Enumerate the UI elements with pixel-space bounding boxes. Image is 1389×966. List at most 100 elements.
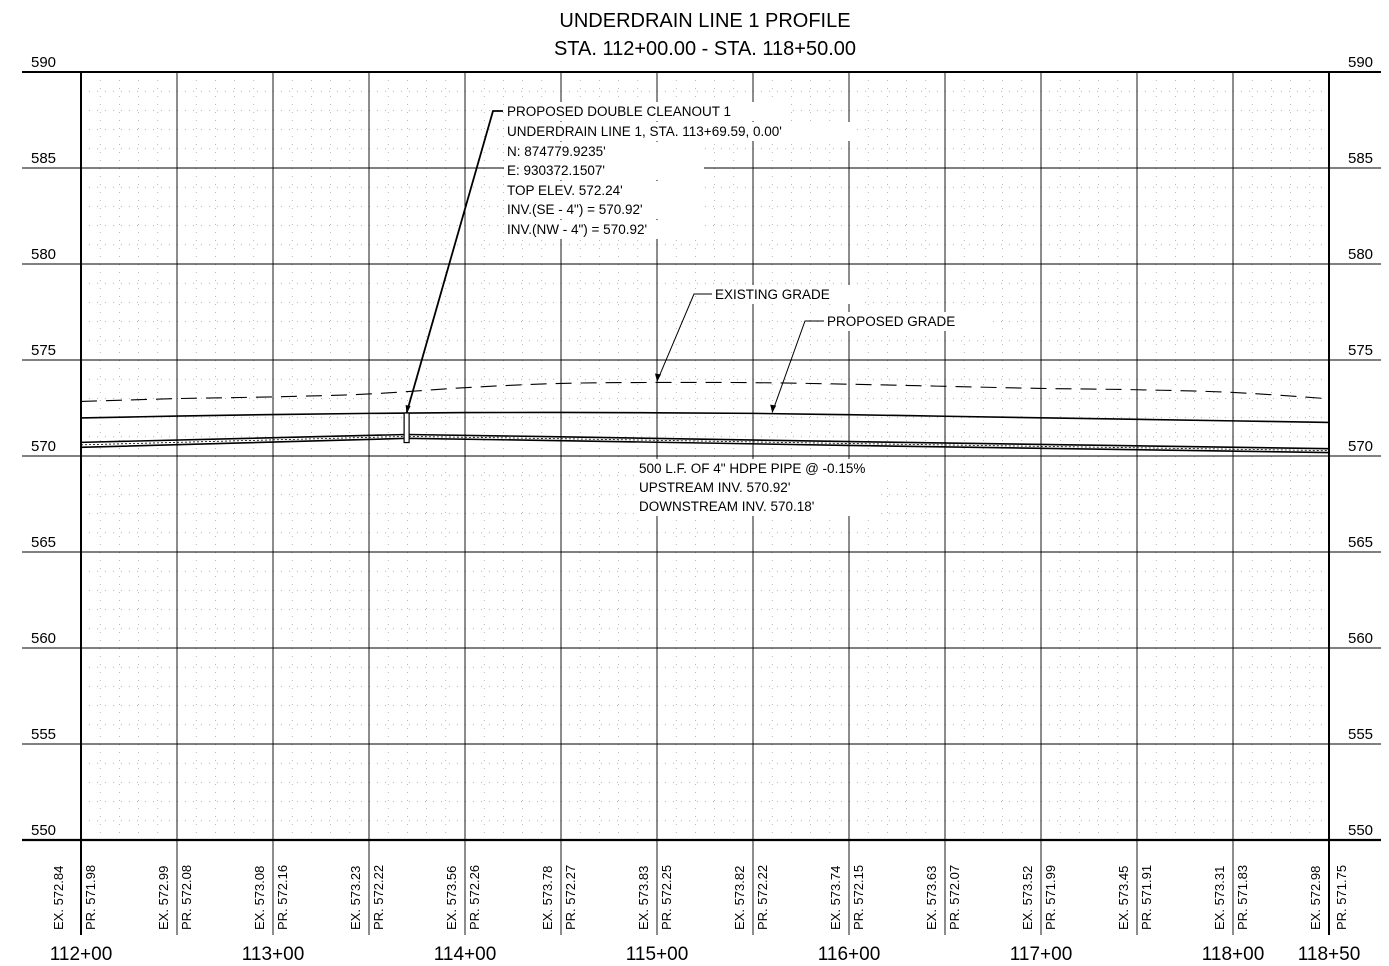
table-proposed-elev: PR. 571.99 <box>1043 865 1058 930</box>
pipe-bottom-line <box>80 437 1330 454</box>
station-label: 114+00 <box>434 944 497 965</box>
table-proposed-elev: PR. 571.91 <box>1139 865 1154 930</box>
elevation-label-right: 580 <box>1348 246 1373 263</box>
existing-grade-label: EXISTING GRADE <box>715 287 830 302</box>
elevation-label-left: 575 <box>31 342 56 359</box>
elevation-label-left: 555 <box>31 726 56 743</box>
table-existing-elev: EX. 573.83 <box>636 866 651 930</box>
annotations: PROPOSED DOUBLE CLEANOUT 1 UNDERDRAIN LIN… <box>405 102 987 516</box>
station-label: 118+50 <box>1298 944 1361 965</box>
proposed-grade-line <box>80 411 1330 424</box>
table-existing-elev: EX. 573.63 <box>924 866 939 930</box>
cleanout-label-line: E: 930372.1507' <box>507 163 605 178</box>
pipe-text-mask <box>637 497 875 516</box>
elevation-label-left: 560 <box>31 630 56 647</box>
existing-grade-arrow <box>655 373 661 382</box>
table-existing-elev: EX. 573.08 <box>252 866 267 930</box>
table-proposed-elev: PR. 571.75 <box>1334 865 1349 930</box>
station-label: 113+00 <box>242 944 305 965</box>
table-existing-elev: EX. 572.84 <box>51 866 66 930</box>
cleanout-text-mask <box>504 200 704 219</box>
cleanout-structure <box>403 412 410 444</box>
pipe-top-line <box>80 433 1330 450</box>
cleanout-label-line: TOP ELEV. 572.24' <box>507 183 623 198</box>
elevation-label-right: 570 <box>1348 438 1373 455</box>
elevation-label-right: 590 <box>1348 54 1373 71</box>
cleanout-label-line: N: 874779.9235' <box>507 144 606 159</box>
cleanout-text-mask <box>504 142 704 161</box>
cleanout-text-mask <box>504 220 704 239</box>
table-existing-elev: EX. 573.78 <box>540 866 555 930</box>
table-existing-elev: EX. 573.31 <box>1212 866 1227 930</box>
elevation-label-left: 590 <box>31 54 56 71</box>
table-existing-elev: EX. 573.56 <box>444 866 459 930</box>
proposed-grade-arrow <box>770 404 777 413</box>
elevation-label-left: 580 <box>31 246 56 263</box>
table-proposed-elev: PR. 571.83 <box>1235 865 1250 930</box>
table-proposed-elev: PR. 572.08 <box>179 865 194 930</box>
elevation-label-left: 565 <box>31 534 56 551</box>
table-proposed-elev: PR. 572.16 <box>275 865 290 930</box>
table-existing-elev: EX. 573.52 <box>1020 866 1035 930</box>
pipe-text-mask <box>637 459 924 478</box>
table-proposed-elev: PR. 572.27 <box>563 865 578 930</box>
station-labels: 112+00 113+00 114+00 115+00 116+00 117+00 118+… <box>50 944 1361 965</box>
table-existing-elev: EX. 573.82 <box>732 866 747 930</box>
elevation-label-right: 550 <box>1348 822 1373 839</box>
table-proposed-elev: PR. 571.98 <box>83 865 98 930</box>
table-proposed-elev: PR. 572.26 <box>467 865 482 930</box>
title-line-1: UNDERDRAIN LINE 1 PROFILE <box>559 10 850 32</box>
table-proposed-elev: PR. 572.22 <box>371 865 386 930</box>
elevation-label-right: 585 <box>1348 150 1373 167</box>
cleanout-text-mask <box>504 161 704 180</box>
cleanout-label-line: INV.(SE - 4") = 570.92' <box>507 202 643 217</box>
cleanout-label-line: INV.(NW - 4") = 570.92' <box>507 222 647 237</box>
pipe-label-line: 500 L.F. OF 4" HDPE PIPE @ -0.15% <box>639 461 865 476</box>
pipe-center-line <box>80 436 1330 452</box>
elevation-label-right: 575 <box>1348 342 1373 359</box>
cleanout-text-mask <box>504 102 789 121</box>
elevation-label-right: 560 <box>1348 630 1373 647</box>
elevation-label-left: 570 <box>31 438 56 455</box>
table-proposed-elev: PR. 572.22 <box>755 865 770 930</box>
existing-grade-leader <box>656 293 712 382</box>
proposed-grade-mask <box>825 312 987 331</box>
elevation-label-right: 565 <box>1348 534 1373 551</box>
table-existing-elev: EX. 572.98 <box>1308 866 1323 930</box>
existing-grade-line <box>80 381 1330 403</box>
table-proposed-elev: PR. 572.07 <box>947 865 962 930</box>
cleanout-leader <box>405 110 503 414</box>
profile-lines <box>80 381 1330 454</box>
title-line-2: STA. 112+00.00 - STA. 118+50.00 <box>554 38 856 60</box>
table-existing-elev: EX. 573.74 <box>828 866 843 930</box>
station-label: 116+00 <box>818 944 881 965</box>
pipe-text-mask <box>637 478 875 497</box>
table-existing-elev: EX. 573.45 <box>1116 866 1131 930</box>
table-existing-elev: EX. 572.99 <box>156 866 171 930</box>
major-grid <box>22 72 1381 935</box>
cleanout-text-mask <box>504 181 704 200</box>
table-proposed-elev: PR. 572.25 <box>659 865 674 930</box>
cleanout-label-line: UNDERDRAIN LINE 1, STA. 113+69.59, 0.00' <box>507 124 782 139</box>
station-label: 112+00 <box>50 944 113 965</box>
proposed-grade-label: PROPOSED GRADE <box>827 314 955 329</box>
existing-grade-mask <box>713 285 859 304</box>
station-label: 118+00 <box>1202 944 1265 965</box>
cleanout-label-line: PROPOSED DOUBLE CLEANOUT 1 <box>507 104 731 119</box>
elevation-label-left: 550 <box>31 822 56 839</box>
table-existing-elev: EX. 573.23 <box>348 866 363 930</box>
cleanout-leader-arrow <box>405 404 411 414</box>
cleanout-text-mask <box>504 122 853 141</box>
profile-frame <box>22 71 1381 935</box>
elevation-labels: 590 590 585 585 580 580 575 575 570 570 565 565 560 5… <box>31 54 1373 839</box>
elevation-label-left: 585 <box>31 150 56 167</box>
proposed-grade-leader <box>771 320 824 413</box>
elevation-label-right: 555 <box>1348 726 1373 743</box>
pipe-label-line: DOWNSTREAM INV. 570.18' <box>639 499 814 514</box>
station-label: 117+00 <box>1010 944 1073 965</box>
station-label: 115+00 <box>626 944 689 965</box>
pipe-label-line: UPSTREAM INV. 570.92' <box>639 480 790 495</box>
table-proposed-elev: PR. 572.15 <box>851 865 866 930</box>
station-table: EX. 572.84 PR. 571.98 EX. 572.99 PR. 572.08… <box>51 865 1349 930</box>
